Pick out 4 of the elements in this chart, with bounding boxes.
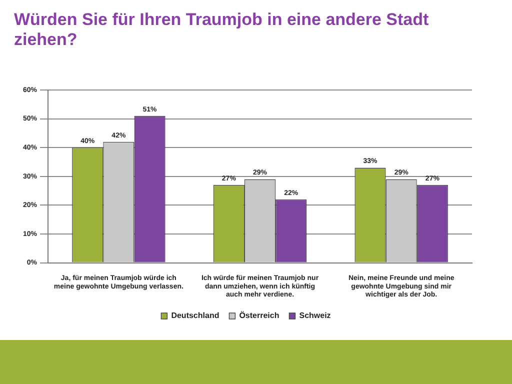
chart-title: Würden Sie für Ihren Traumjob in eine andere Stadt ziehen?	[14, 10, 430, 50]
legend-label: Deutschland	[171, 311, 220, 320]
legend-label: Schweiz	[299, 311, 331, 320]
legend-label: Österreich	[239, 311, 280, 320]
